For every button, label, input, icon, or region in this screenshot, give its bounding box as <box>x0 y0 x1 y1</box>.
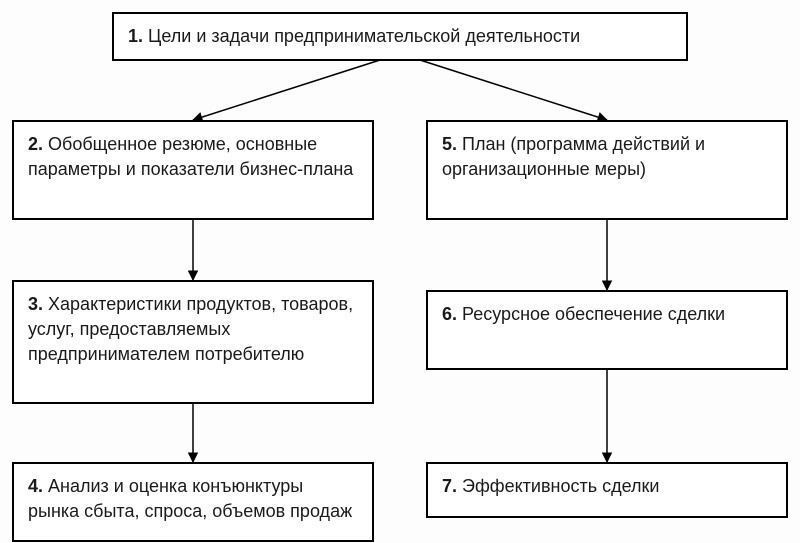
node-n3: 3. Характеристики продуктов, товаров, ус… <box>12 280 374 404</box>
node-n7: 7. Эффективность сделки <box>426 462 788 518</box>
node-n1: 1. Цели и задачи предпринимательской дея… <box>112 12 688 61</box>
node-number: 6. <box>442 304 457 324</box>
node-number: 2. <box>28 134 43 154</box>
node-text: Обобщенное резюме, основные параметры и … <box>28 134 353 179</box>
node-text: Характеристики продуктов, товаров, услуг… <box>28 294 353 364</box>
node-n6: 6. Ресурсное обеспечение сделки <box>426 290 788 370</box>
node-n4: 4. Анализ и оценка конъюнктуры рынка сбы… <box>12 462 374 542</box>
node-number: 4. <box>28 476 43 496</box>
edge-n1-n5 <box>420 60 607 120</box>
node-n2: 2. Обобщенное резюме, основные параметры… <box>12 120 374 220</box>
node-text: Эффективность сделки <box>462 476 659 496</box>
edge-n1-n2 <box>193 60 380 120</box>
node-text: План (программа действий и организационн… <box>442 134 705 179</box>
node-text: Ресурсное обеспечение сделки <box>462 304 725 324</box>
node-number: 7. <box>442 476 457 496</box>
node-number: 5. <box>442 134 457 154</box>
node-n5: 5. План (программа действий и организаци… <box>426 120 788 220</box>
node-text: Анализ и оценка конъюнктуры рынка сбыта,… <box>28 476 352 521</box>
node-text: Цели и задачи предпринимательской деятел… <box>148 26 580 46</box>
node-number: 3. <box>28 294 43 314</box>
node-number: 1. <box>128 26 143 46</box>
